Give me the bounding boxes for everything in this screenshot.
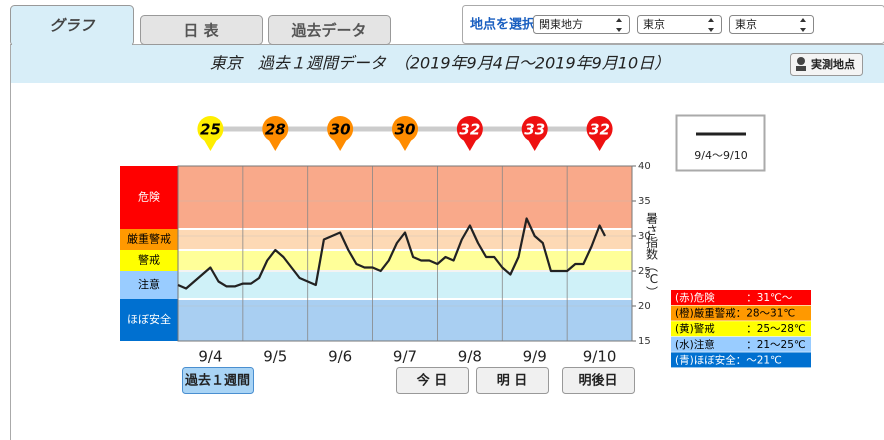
zone-legend-label: (橙)厳重警戒：28～31℃ — [675, 307, 795, 320]
y-tick-label: 30 — [638, 231, 651, 242]
nav-button[interactable] — [562, 367, 635, 394]
max-pin — [521, 116, 548, 142]
tab-label[interactable]: 過去データ — [290, 22, 366, 40]
header-band — [11, 45, 884, 83]
zone-band — [178, 299, 632, 341]
max-pin — [586, 116, 613, 142]
x-tick-label: 9/7 — [393, 348, 417, 366]
max-pin-label: 28 — [265, 121, 286, 139]
select-arrow — [616, 18, 622, 32]
max-pin-label: 30 — [330, 121, 351, 139]
x-tick-label: 9/8 — [458, 348, 482, 366]
zone-label-cell — [120, 166, 178, 229]
y-tick-label: 20 — [638, 301, 651, 312]
x-tick-label: 9/9 — [523, 348, 547, 366]
max-pin — [197, 116, 224, 142]
max-pin-tail — [398, 139, 412, 151]
zone-legend-row — [671, 352, 811, 368]
max-pin-tail — [462, 139, 477, 151]
nav-button[interactable] — [396, 367, 469, 394]
max-pin-label: 33 — [524, 121, 545, 139]
pin-icon — [797, 57, 805, 65]
zone-label: 注意 — [138, 277, 160, 291]
y-tick-label: 25 — [638, 266, 651, 277]
max-pin — [456, 116, 483, 142]
pin-icon-base — [796, 66, 806, 71]
zone-band — [178, 250, 632, 271]
tab-label[interactable]: 日 表 — [183, 22, 219, 40]
zone-band — [178, 271, 632, 299]
y-tick-label: 15 — [638, 336, 651, 347]
zone-label-cell — [120, 229, 178, 250]
zone-band — [178, 166, 632, 229]
zone-legend-row — [671, 305, 811, 321]
tab[interactable] — [140, 15, 263, 45]
max-pin-tail — [203, 139, 218, 151]
tab[interactable] — [268, 15, 391, 45]
zone-label: 警戒 — [138, 253, 160, 267]
x-tick-label: 9/6 — [328, 348, 352, 366]
nav-button[interactable] — [476, 367, 549, 394]
max-pin-tail — [268, 139, 283, 151]
nav-button-label[interactable]: 明後日 — [578, 373, 617, 389]
plot-frame — [177, 165, 633, 342]
max-pin-label: 30 — [395, 121, 416, 139]
zone-legend-label: (青)ほぼ安全：～21℃ — [675, 353, 782, 366]
select-arrow — [800, 18, 806, 32]
max-pin-label: 25 — [200, 121, 221, 139]
zone-label: 危険 — [138, 191, 160, 204]
select[interactable] — [533, 15, 630, 34]
max-pin — [262, 116, 289, 142]
x-tick-label: 9/5 — [263, 348, 287, 366]
select[interactable] — [637, 15, 722, 34]
legend-box — [675, 114, 766, 172]
max-pin-tail — [592, 139, 607, 151]
nav-button-label[interactable]: 今 日 — [416, 373, 448, 389]
zone-legend-row — [671, 336, 811, 352]
max-pin-tail — [527, 139, 542, 151]
x-tick-label: 9/4 — [198, 348, 222, 366]
zone-legend-label: (赤)危険 ：31℃～ — [675, 292, 793, 304]
nav-button-label[interactable]: 過去１週間 — [184, 373, 250, 389]
select-value[interactable]: 東京 — [735, 17, 757, 31]
nav-button-label[interactable]: 明 日 — [497, 374, 528, 389]
select-arrow — [708, 18, 714, 32]
zone-legend-label: (黄)警戒 ：25～28℃ — [675, 322, 806, 335]
location-button-label[interactable]: 実測地点 — [811, 57, 855, 71]
y-tick-label: 35 — [638, 196, 651, 207]
y-tick-label: 40 — [638, 161, 651, 172]
zone-label-cell — [120, 299, 178, 341]
zone-legend-label: (水)注意 ：21～25℃ — [675, 338, 806, 351]
max-pin-tail — [333, 139, 348, 151]
zone-band — [178, 229, 632, 250]
selector-label: 地点を選択 — [470, 17, 536, 33]
max-pin-label: 32 — [459, 121, 480, 139]
x-tick-label: 9/10 — [583, 348, 617, 366]
select-value[interactable]: 東京 — [643, 17, 665, 31]
location-button[interactable] — [790, 53, 863, 76]
select-value[interactable]: 関東地方 — [539, 17, 583, 31]
nav-button[interactable] — [182, 367, 254, 394]
max-pin — [392, 116, 418, 142]
zone-legend-row — [671, 321, 811, 337]
temperature-line — [177, 217, 606, 290]
zone-label: 厳重警戒 — [127, 232, 171, 246]
y-axis-label: 暑さ指数（℃） — [645, 212, 659, 298]
max-pin-label: 32 — [589, 121, 610, 139]
zone-label-cell — [120, 250, 178, 271]
header-title: 東京 過去１週間データ （2019年9月4日～2019年9月10日） — [210, 54, 670, 73]
max-pin — [327, 116, 354, 142]
legend-label: 9/4～9/10 — [694, 149, 747, 162]
tab-join — [12, 40, 132, 48]
zone-legend-row — [671, 290, 811, 305]
tab-label[interactable]: グラフ — [49, 17, 95, 35]
select[interactable] — [729, 15, 814, 34]
zone-label: ほぼ安全 — [127, 312, 171, 326]
zone-label-cell — [120, 271, 178, 299]
